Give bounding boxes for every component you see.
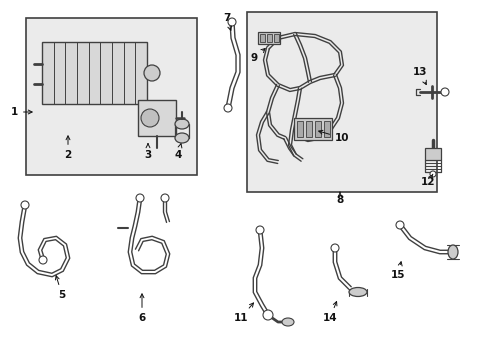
Text: 1: 1 bbox=[11, 107, 32, 117]
Bar bbox=[296, 121, 303, 137]
Bar bbox=[260, 34, 264, 42]
Circle shape bbox=[141, 109, 159, 127]
Bar bbox=[424, 148, 440, 160]
Bar bbox=[324, 121, 329, 137]
Circle shape bbox=[21, 201, 29, 209]
Bar bbox=[266, 34, 271, 42]
Text: 10: 10 bbox=[318, 130, 349, 143]
Text: 13: 13 bbox=[412, 67, 427, 85]
Ellipse shape bbox=[175, 133, 189, 143]
Text: 11: 11 bbox=[233, 303, 253, 323]
Circle shape bbox=[136, 194, 143, 202]
Circle shape bbox=[263, 310, 272, 320]
Text: 14: 14 bbox=[322, 302, 337, 323]
Circle shape bbox=[395, 221, 403, 229]
Ellipse shape bbox=[447, 245, 457, 259]
Circle shape bbox=[161, 194, 169, 202]
Bar bbox=[138, 100, 176, 136]
Circle shape bbox=[143, 65, 160, 81]
Bar bbox=[42, 42, 147, 104]
Circle shape bbox=[429, 171, 435, 177]
Bar bbox=[293, 118, 331, 140]
Bar bbox=[314, 121, 320, 137]
Text: 9: 9 bbox=[250, 49, 264, 63]
Bar bbox=[305, 121, 311, 137]
Circle shape bbox=[224, 104, 231, 112]
Text: 6: 6 bbox=[138, 294, 145, 323]
Text: 5: 5 bbox=[55, 276, 65, 300]
Circle shape bbox=[227, 18, 236, 26]
Text: 12: 12 bbox=[420, 174, 434, 187]
Text: 7: 7 bbox=[223, 13, 231, 30]
Ellipse shape bbox=[282, 318, 293, 326]
Bar bbox=[273, 34, 279, 42]
Text: 2: 2 bbox=[64, 136, 71, 160]
Ellipse shape bbox=[348, 288, 366, 297]
Text: 8: 8 bbox=[336, 192, 343, 205]
Text: 15: 15 bbox=[390, 262, 405, 280]
Circle shape bbox=[256, 226, 264, 234]
Ellipse shape bbox=[175, 119, 189, 129]
Bar bbox=[258, 32, 280, 44]
Text: 3: 3 bbox=[144, 144, 151, 160]
Bar bbox=[26, 18, 197, 175]
Bar bbox=[246, 12, 436, 192]
Text: 4: 4 bbox=[174, 144, 182, 160]
Circle shape bbox=[440, 88, 448, 96]
Circle shape bbox=[330, 244, 338, 252]
Circle shape bbox=[39, 256, 47, 264]
